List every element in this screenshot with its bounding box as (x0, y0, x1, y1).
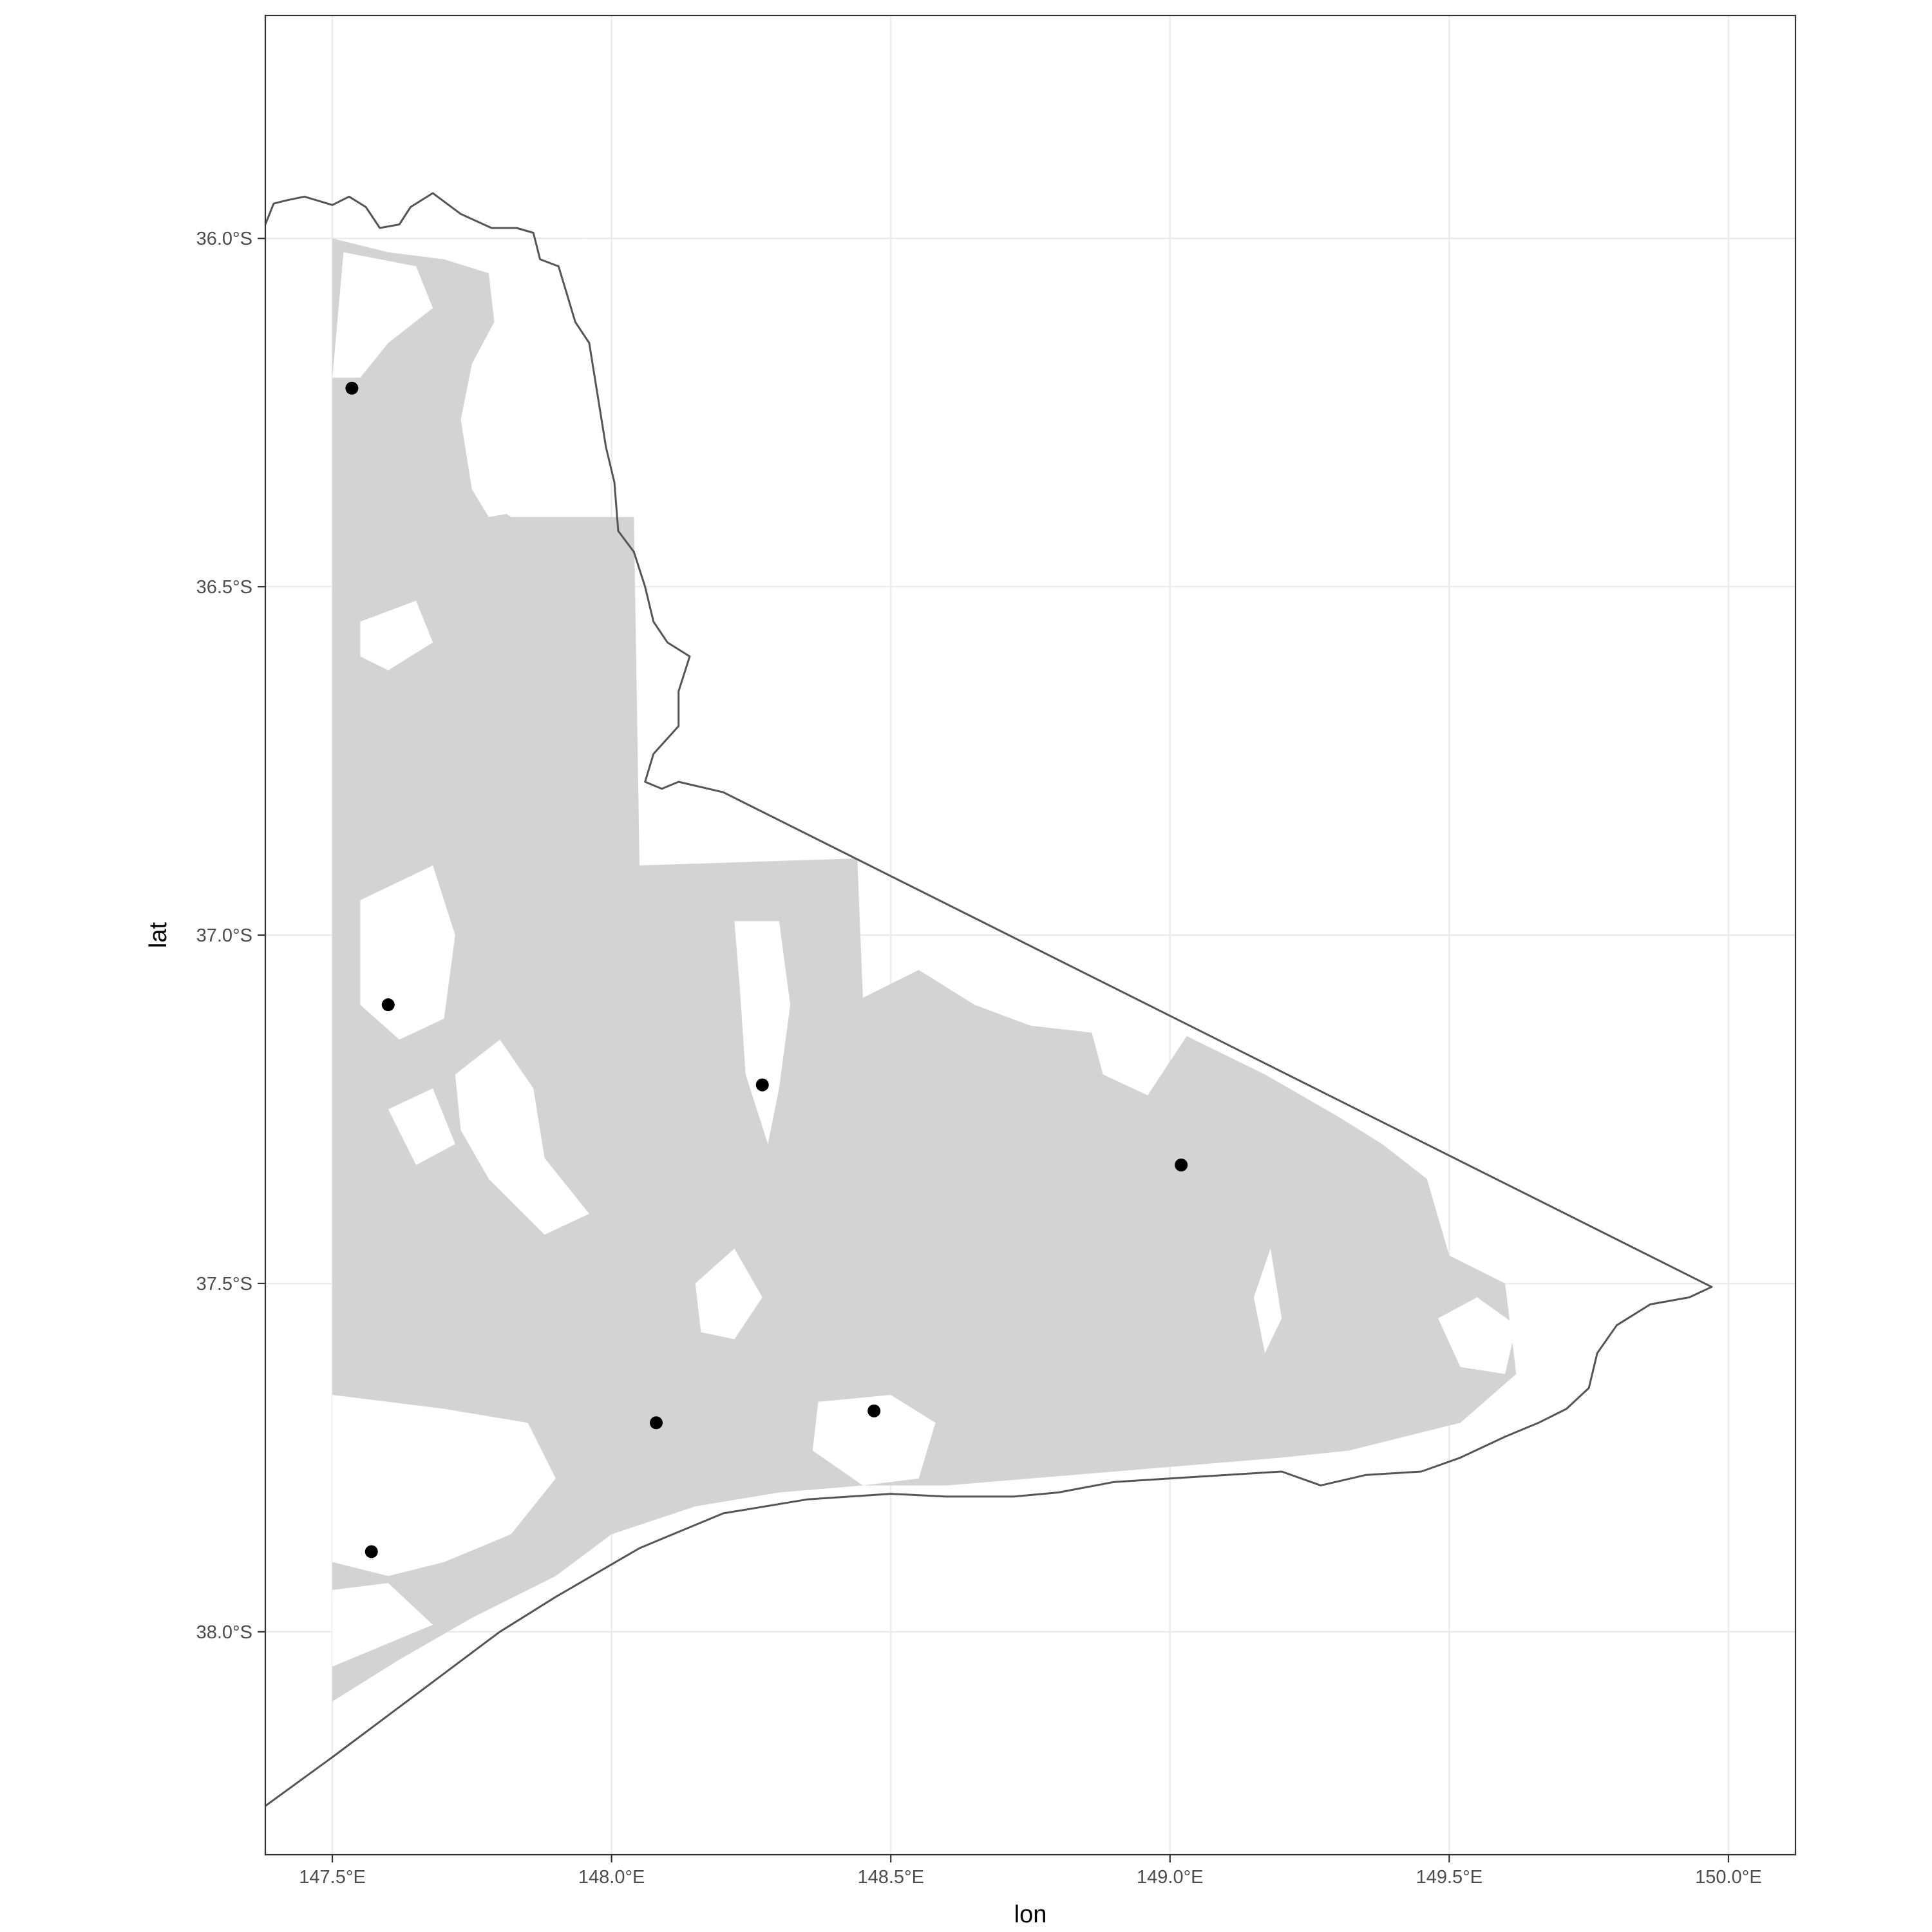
forest-clearing (332, 1395, 556, 1577)
y-axis-title: lat (145, 922, 172, 948)
axes: 147.5°E 148.0°E 148.5°E 149.0°E 149.5°E 150.0… (196, 229, 1762, 1888)
forest-clearing (1438, 1297, 1517, 1374)
site-point (755, 1078, 769, 1092)
x-tick-label: 149.0°E (1137, 1867, 1204, 1888)
forest-clearing (332, 252, 433, 378)
y-tick-label: 36.0°S (196, 229, 252, 249)
site-point (365, 1545, 378, 1558)
forest-area (332, 238, 1517, 1702)
region-boundary (265, 192, 1713, 1807)
boundary-line (265, 192, 1713, 1807)
x-tick-label: 147.5°E (299, 1867, 366, 1888)
y-tick-label: 37.5°S (196, 1274, 252, 1294)
site-point (650, 1416, 663, 1430)
site-point (381, 998, 395, 1012)
forest-clearing (471, 238, 601, 517)
forest-clearing (388, 1088, 455, 1165)
site-point (1175, 1159, 1188, 1171)
forest-clearing (1253, 1248, 1282, 1354)
forest-clearing (734, 921, 791, 1144)
site-point (345, 381, 359, 395)
site-points (345, 381, 1188, 1558)
site-point (867, 1404, 881, 1417)
grid-lines (265, 15, 1795, 1855)
x-tick-label: 148.0°E (578, 1867, 645, 1888)
forest-clearing (455, 1039, 589, 1235)
x-tick-label: 148.5°E (857, 1867, 924, 1888)
forest-clearing (812, 1395, 936, 1486)
forest-clearing (695, 1248, 762, 1340)
forest-clearing (360, 600, 433, 670)
x-axis-title: lon (1014, 1901, 1047, 1928)
y-tick-label: 37.0°S (196, 925, 252, 946)
forest-clearing (360, 865, 455, 1040)
forest-cover (332, 238, 1517, 1702)
x-tick-label: 150.0°E (1695, 1867, 1762, 1888)
y-tick-label: 36.5°S (196, 577, 252, 598)
x-tick-label: 149.5°E (1416, 1867, 1483, 1888)
forest-clearing (332, 1583, 433, 1667)
y-tick-label: 38.0°S (196, 1622, 252, 1643)
